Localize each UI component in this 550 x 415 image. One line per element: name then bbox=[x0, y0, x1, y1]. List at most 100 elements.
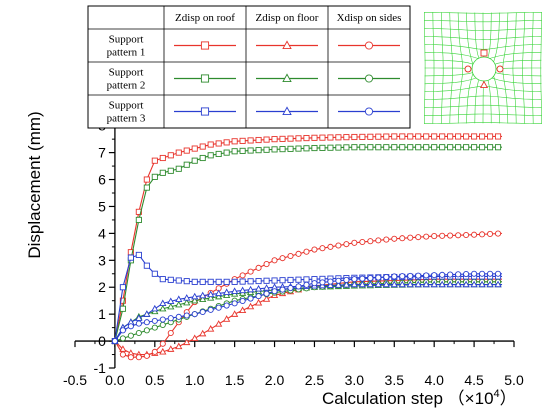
series-point bbox=[439, 271, 446, 278]
series-point bbox=[119, 297, 126, 304]
series-point bbox=[215, 278, 222, 285]
series-point bbox=[279, 286, 286, 293]
legend-column-header: Zdisp on roof bbox=[175, 12, 235, 24]
series-point bbox=[183, 147, 190, 154]
series-point bbox=[167, 297, 175, 305]
series-point bbox=[263, 136, 270, 143]
series-point bbox=[135, 251, 142, 258]
series-point bbox=[151, 173, 158, 180]
series-point bbox=[254, 284, 263, 292]
tunnel-opening bbox=[471, 56, 497, 82]
series-point bbox=[191, 292, 199, 300]
series-point bbox=[287, 135, 294, 142]
series-point bbox=[399, 144, 406, 151]
series-point bbox=[374, 280, 382, 288]
series-point bbox=[191, 334, 199, 342]
series-point bbox=[119, 327, 126, 334]
series-point bbox=[311, 246, 318, 253]
series-point bbox=[263, 146, 270, 153]
series-point bbox=[383, 273, 390, 281]
series-point bbox=[407, 133, 414, 140]
series-point bbox=[303, 145, 310, 152]
series-point bbox=[159, 347, 167, 355]
legend-marker-sample bbox=[200, 74, 210, 83]
series-point bbox=[271, 288, 278, 295]
series-point bbox=[255, 293, 262, 300]
series-point bbox=[215, 140, 222, 147]
series-point bbox=[311, 144, 318, 152]
series-point bbox=[247, 295, 254, 302]
series-point bbox=[199, 143, 206, 150]
series-point bbox=[271, 146, 278, 153]
series-point bbox=[439, 133, 446, 140]
series-point bbox=[439, 232, 446, 239]
series-point bbox=[486, 280, 494, 288]
series-point bbox=[446, 280, 454, 288]
series-point bbox=[287, 252, 294, 260]
series-point bbox=[223, 302, 230, 309]
series-point bbox=[375, 274, 382, 281]
legend-column-header: Zdisp on floor bbox=[256, 12, 319, 24]
series-point bbox=[462, 280, 470, 288]
x-tick-label: 0.0 bbox=[105, 372, 125, 388]
series-point bbox=[407, 272, 414, 279]
series-point bbox=[359, 275, 366, 282]
y-tick-label: 7 bbox=[98, 145, 106, 161]
series-point bbox=[463, 133, 470, 140]
series-point bbox=[487, 144, 494, 151]
series-point bbox=[334, 281, 343, 288]
legend-row-label: Support bbox=[109, 67, 144, 79]
series-point bbox=[199, 154, 206, 162]
series-point bbox=[135, 354, 142, 361]
series-point bbox=[431, 144, 438, 151]
legend-row-label: pattern 1 bbox=[107, 47, 146, 59]
series-point bbox=[438, 280, 446, 288]
series-point bbox=[167, 276, 174, 283]
series-point bbox=[471, 231, 478, 238]
mesh-line-v bbox=[432, 12, 435, 124]
mesh-line-v bbox=[457, 12, 464, 124]
series-point bbox=[119, 305, 126, 312]
series-point bbox=[295, 135, 302, 142]
legend-marker-sample bbox=[364, 74, 374, 83]
series-point bbox=[494, 133, 502, 140]
series-point bbox=[231, 310, 239, 317]
series-point bbox=[295, 283, 302, 290]
legend-marker-sample bbox=[364, 107, 374, 116]
series-point bbox=[327, 278, 334, 285]
series-point bbox=[447, 271, 454, 278]
series-point bbox=[447, 232, 454, 239]
series-point bbox=[135, 208, 142, 215]
x-tick-label: 3.0 bbox=[345, 372, 365, 388]
series-point bbox=[191, 278, 198, 285]
inset-roof-marker bbox=[480, 49, 488, 57]
series-point bbox=[479, 133, 486, 140]
series-point bbox=[479, 270, 486, 277]
x-tick-label: 1.0 bbox=[185, 372, 205, 388]
series-point bbox=[175, 149, 182, 156]
series-point bbox=[463, 270, 470, 278]
series-point bbox=[287, 284, 294, 292]
series-point bbox=[399, 273, 406, 280]
series-point bbox=[175, 300, 183, 308]
series-point bbox=[199, 295, 207, 303]
series-point bbox=[199, 278, 206, 285]
series-point bbox=[494, 230, 502, 237]
series-point bbox=[431, 233, 438, 240]
series-point bbox=[207, 290, 215, 298]
mesh-line-v bbox=[540, 12, 542, 124]
series-point bbox=[255, 277, 262, 285]
series-point bbox=[223, 149, 230, 156]
x-tick-label: 5.0 bbox=[504, 372, 524, 388]
series-point bbox=[454, 280, 462, 288]
series-point bbox=[327, 144, 334, 151]
series-point bbox=[470, 280, 478, 288]
series-point bbox=[111, 338, 118, 345]
series-point bbox=[143, 327, 150, 334]
series-point bbox=[319, 245, 326, 252]
legend-marker-sample bbox=[282, 40, 292, 50]
series-point bbox=[319, 279, 326, 286]
series-point bbox=[303, 276, 310, 283]
series-point bbox=[271, 277, 278, 284]
series-point bbox=[447, 144, 454, 151]
